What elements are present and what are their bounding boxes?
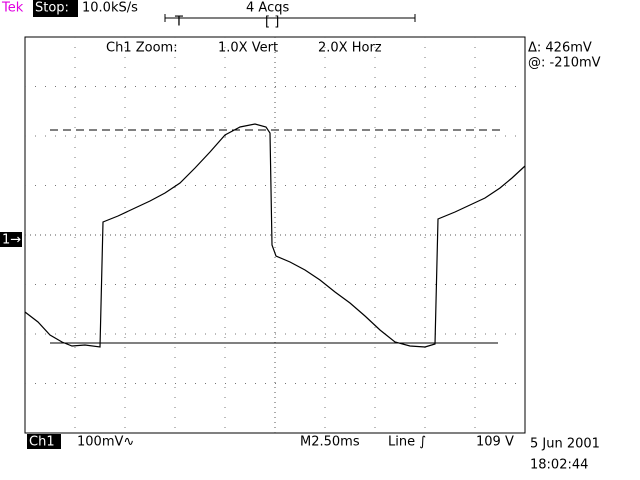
trigger-source: Line ∫ xyxy=(388,435,426,450)
zoom-vert: 1.0X Vert xyxy=(218,41,278,56)
trigger-marker: T xyxy=(174,15,183,30)
volt-scale: 100mV∿ xyxy=(77,435,134,450)
waveform xyxy=(24,123,526,348)
window-marker: [ ] xyxy=(265,15,279,30)
status-box xyxy=(33,0,78,17)
sample-rate: 10.0kS/s xyxy=(82,1,138,16)
date: 5 Jun 2001 xyxy=(530,437,600,452)
trigger-level: 109 V xyxy=(476,435,514,450)
acquisitions: 4 Acqs xyxy=(246,1,289,16)
graticule xyxy=(24,36,526,434)
zoom-horz: 2.0X Horz xyxy=(318,41,382,56)
cursor-position: @: -210mV xyxy=(528,56,601,71)
timebase: M2.50ms xyxy=(300,435,360,450)
status: Stop: xyxy=(35,1,69,16)
cursor-delta: Δ: 426mV xyxy=(528,41,592,56)
time: 18:02:44 xyxy=(530,458,588,473)
channel: Ch1 xyxy=(29,435,55,450)
channel-marker-box xyxy=(0,232,22,247)
channel-marker: 1→ xyxy=(2,233,21,248)
brand: Tek xyxy=(1,1,24,16)
channel-box xyxy=(27,434,61,449)
zoom-label: Ch1 Zoom: xyxy=(106,41,178,56)
